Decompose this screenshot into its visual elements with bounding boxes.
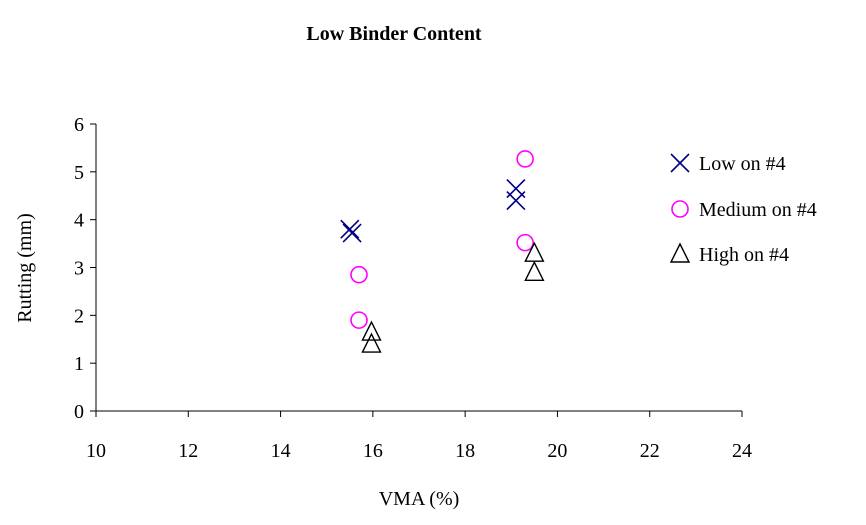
legend-label: Low on #4 [699, 153, 786, 175]
data-point-triangle [361, 320, 382, 341]
y-tick-label: 2 [74, 305, 84, 327]
data-point-x [506, 190, 526, 211]
data-point-triangle [524, 241, 545, 262]
x-tick-label: 14 [271, 440, 291, 462]
y-tick-label: 1 [74, 353, 84, 375]
legend-label: Medium on #4 [699, 199, 817, 221]
legend-marker-circle [671, 200, 689, 218]
data-point-circle [350, 311, 368, 329]
legend-marker-x [670, 153, 690, 173]
x-tick-label: 22 [640, 440, 660, 462]
data-point-circle [516, 233, 534, 252]
data-marks [340, 150, 545, 353]
x-axis-label: VMA (%) [379, 488, 460, 510]
data-point-circle [350, 265, 368, 284]
x-tick-label: 10 [86, 440, 106, 462]
legend: Low on #4 Medium on #4 High on #4 [669, 153, 817, 266]
y-tick-label: 6 [74, 114, 84, 136]
legend-label: High on #4 [699, 244, 789, 266]
y-tick-label: 5 [74, 162, 84, 184]
data-point-triangle [524, 260, 545, 281]
data-point-x [340, 219, 360, 239]
y-tick-label: 4 [74, 210, 84, 232]
y-tick-label: 3 [74, 258, 84, 280]
series-1 [340, 179, 526, 243]
x-tick-label: 12 [178, 440, 198, 462]
y-axis-label: Rutting (mm) [14, 213, 36, 322]
x-tick-label: 16 [363, 440, 383, 462]
x-tick-label: 18 [455, 440, 475, 462]
chart-title: Low Binder Content [306, 23, 482, 45]
x-tick-label: 20 [547, 440, 567, 462]
y-tick-label: 0 [74, 401, 84, 423]
data-point-triangle [361, 332, 382, 353]
data-point-circle [516, 150, 534, 168]
data-point-x [342, 223, 362, 243]
x-tick-label: 24 [732, 440, 752, 462]
series-3 [361, 241, 545, 353]
legend-marker-triangle [669, 242, 691, 263]
series-2 [350, 150, 534, 329]
